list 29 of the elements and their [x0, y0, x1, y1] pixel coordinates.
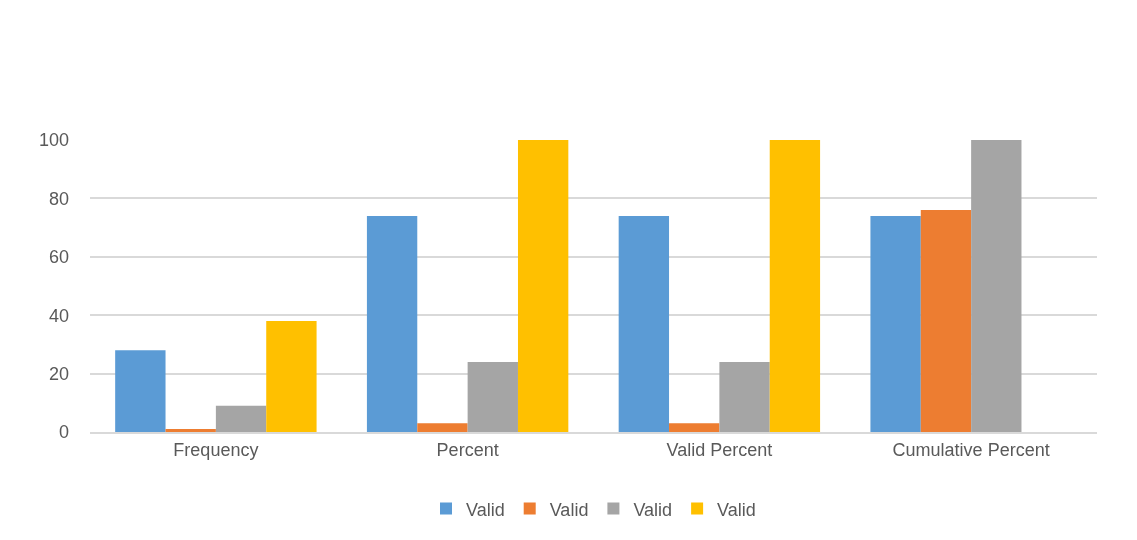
bar: [769, 140, 821, 432]
legend-label: Valid: [466, 499, 505, 520]
bar: [870, 215, 921, 432]
bar: [417, 423, 468, 432]
y-tick-label: 20: [48, 363, 69, 384]
legend-label: Valid: [549, 499, 589, 520]
y-tick-label: 0: [58, 422, 69, 443]
legend-label: Valid: [717, 499, 756, 520]
bar: [618, 215, 670, 432]
bar: [165, 429, 216, 432]
bar: [266, 321, 317, 432]
x-tick-label: Frequency: [173, 439, 259, 460]
y-tick-label: 40: [48, 305, 69, 326]
bar: [920, 210, 972, 432]
bar: [971, 140, 1022, 432]
y-tick-label: 100: [38, 130, 69, 151]
bar: [669, 423, 720, 432]
x-tick-label: Percent: [436, 439, 499, 460]
y-tick-label: 80: [48, 188, 69, 209]
bar: [366, 215, 418, 432]
bar: [215, 405, 267, 432]
x-tick-label: Valid Percent: [666, 439, 773, 460]
x-tick-label: Cumulative Percent: [892, 439, 1050, 460]
bar: [517, 140, 569, 432]
bar: [467, 361, 518, 432]
y-tick-label: 60: [48, 247, 69, 268]
bar: [719, 361, 770, 432]
legend-label: Valid: [633, 499, 673, 520]
bar: [115, 350, 166, 432]
